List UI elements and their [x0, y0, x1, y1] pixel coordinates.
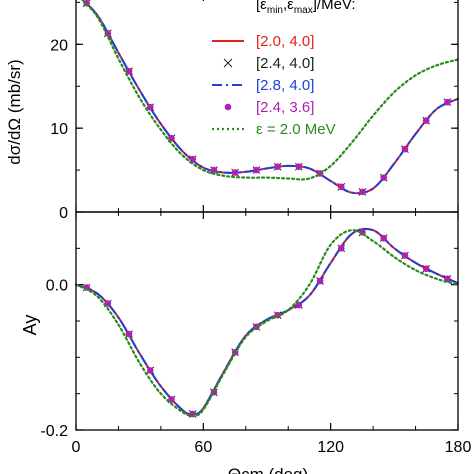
dot-marker [189, 155, 197, 163]
series-line-4 [74, 229, 460, 417]
dot-marker [359, 188, 366, 196]
dot-marker [146, 367, 154, 374]
legend-label: [2.4, 4.0] [256, 55, 314, 72]
top-panel: 0 10 20 dσ/dΩ (mb/sr) [5, 0, 460, 222]
legend-swatch [224, 103, 232, 111]
dot-marker [401, 252, 409, 259]
x-tick-label: 120 [317, 439, 344, 456]
dot-marker [337, 245, 345, 252]
legend-label: [2.8, 4.0] [256, 77, 314, 94]
legend-entries: [2.0, 4.0] [2.4, 4.0] [2.8, 4.0] [2.4, 3.6]… [212, 33, 336, 138]
bottom-series-group [74, 227, 460, 418]
series-line-2 [81, 0, 459, 195]
legend-entry: [2.0, 4.0] [212, 33, 314, 50]
dot-marker [168, 396, 175, 403]
bottom-y-tick-labels: -0.2 0.0 [40, 278, 68, 440]
legend-label: [2.4, 3.6] [256, 99, 314, 116]
x-tick-labels: 0 60 120 180 [72, 439, 472, 456]
dot-marker [337, 183, 345, 191]
dot-marker [210, 166, 218, 174]
dot-marker [274, 163, 281, 171]
legend: [εmin,εmax]/MeV: [2.0, 4.0][2.4, 4.0][2.… [212, 0, 356, 138]
series-line-4 [80, 0, 460, 181]
legend-label: ε = 2.0 MeV [256, 121, 336, 138]
dot-marker [146, 103, 154, 111]
bottom-panel-frame [75, 211, 459, 431]
dot-marker [422, 117, 430, 124]
y-tick-label: 0.0 [46, 278, 68, 295]
dot-marker [231, 169, 239, 176]
legend-header: [εmin,εmax]/MeV: [256, 0, 356, 16]
top-series-group [80, 0, 460, 196]
top-y-tick-labels: 0 10 20 [50, 37, 68, 222]
dot-marker [422, 265, 430, 272]
legend-label: [2.0, 4.0] [256, 33, 314, 50]
legend-entry: [2.8, 4.0] [212, 77, 314, 94]
dot-marker [444, 98, 451, 106]
legend-swatch [223, 58, 233, 68]
x-tick-label: 0 [72, 439, 81, 456]
dot-marker [295, 163, 303, 171]
dot-marker [125, 67, 133, 75]
bottom-panel: -0.2 0.0 0 60 120 180 Ay Θcm (deg) [20, 211, 472, 474]
dot-marker [316, 277, 324, 285]
top-y-axis-label: dσ/dΩ (mb/sr) [5, 59, 24, 164]
dot-marker [380, 174, 388, 181]
y-tick-label: 10 [50, 121, 68, 138]
legend-entry: [2.4, 3.6] [224, 99, 314, 116]
series-line-0 [81, 0, 459, 195]
y-tick-label: 20 [50, 37, 68, 54]
dot-marker [253, 166, 260, 174]
legend-entry: [2.4, 4.0] [223, 55, 314, 72]
y-tick-label: -0.2 [40, 423, 68, 440]
y-tick-label: 0 [59, 205, 68, 222]
x-tick-label: 180 [445, 439, 472, 456]
dot-marker [401, 145, 409, 153]
x-tick-label: 60 [194, 439, 212, 456]
series-line-2 [75, 227, 459, 416]
dot-marker [295, 301, 303, 309]
dot-marker [125, 330, 133, 338]
x-axis-label: Θcm (deg) [228, 465, 308, 474]
legend-entry: ε = 2.0 MeV [212, 121, 336, 138]
bottom-y-axis-label: Ay [20, 315, 40, 336]
dot-marker [380, 234, 388, 242]
